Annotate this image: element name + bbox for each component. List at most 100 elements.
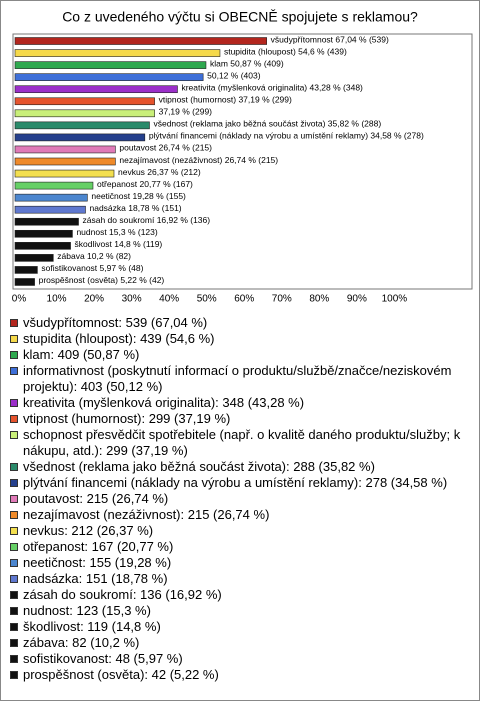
legend-entry: sofistikovanost: 48 (5,97 %) (9, 651, 471, 667)
legend-label: informativnost (poskytnutí informací o p… (23, 363, 452, 394)
data-label: zábava 10,2 % (82) (57, 251, 131, 261)
legend-swatch (10, 463, 18, 471)
legend-label: klam: 409 (50,87 %) (23, 347, 140, 362)
legend-entry: plýtvání financemi (náklady na výrobu a … (9, 475, 471, 491)
bar (14, 97, 155, 106)
data-label: prospěšnost (osvěta) 5,22 % (42) (39, 275, 165, 285)
legend-label: poutavost: 215 (26,74 %) (23, 491, 169, 506)
legend-entry: všudypřítomnost: 539 (67,04 %) (9, 315, 471, 331)
bar (14, 49, 221, 57)
legend-entry: nudnost: 123 (15,3 %) (9, 603, 471, 619)
chart-title: Co z uvedeného výčtu si OBECNĚ spojujete… (62, 9, 418, 25)
bar (14, 85, 178, 94)
data-label: otřepanost 20,77 % (167) (97, 179, 193, 189)
bar (14, 61, 207, 69)
data-label: plýtvání financemi (náklady na výrobu a … (149, 131, 424, 141)
x-tick-label: 40% (159, 294, 179, 305)
legend-label: zásah do soukromí: 136 (16,92 %) (23, 587, 222, 602)
x-tick-label: 0% (12, 294, 27, 305)
legend-label: nudnost: 123 (15,3 %) (23, 603, 151, 618)
data-label: 37,19 % (299) (159, 107, 213, 117)
bar (14, 133, 146, 142)
legend-entry: zásah do soukromí: 136 (16,92 %) (9, 587, 471, 603)
data-label: nevkus 26,37 % (212) (118, 167, 201, 177)
legend-swatch (10, 623, 18, 631)
legend-entry: neetičnost: 155 (19,28 %) (9, 555, 471, 571)
chart: Co z uvedeného výčtu si OBECNĚ spojujete… (12, 9, 473, 305)
bar (14, 157, 116, 166)
legend-entry: vtipnost (humornost): 299 (37,19 %) (9, 411, 471, 427)
legend-entry: nevkus: 212 (26,37 %) (9, 523, 471, 539)
data-label: vtipnost (humornost) 37,19 % (299) (159, 95, 292, 105)
data-label: nezajímavost (nezáživnost) 26,74 % (215) (119, 155, 278, 165)
legend-label: prospěšnost (osvěta): 42 (5,22 %) (23, 667, 219, 682)
x-tick-label: 60% (234, 294, 254, 305)
legend-label: nadsázka: 151 (18,78 %) (23, 571, 168, 586)
legend-swatch (10, 655, 18, 663)
bar (14, 217, 79, 226)
legend-swatch (10, 495, 18, 503)
bar (14, 37, 267, 45)
data-label: všudypřítomnost 67,04 % (539) (271, 34, 389, 44)
legend-label: zábava: 82 (10,2 %) (23, 635, 140, 650)
legend-swatch (10, 319, 18, 327)
data-label: stupidita (hloupost) 54,6 % (439) (224, 46, 347, 56)
legend-swatch (10, 671, 18, 679)
legend-swatch (10, 559, 18, 567)
data-label: škodlivost 14,8 % (119) (75, 239, 163, 249)
bar (14, 73, 204, 81)
legend-entry: nadsázka: 151 (18,78 %) (9, 571, 471, 587)
bar (14, 121, 150, 130)
legend-swatch (10, 367, 18, 375)
data-label: 50,12 % (403) (207, 70, 261, 80)
data-label: zásah do soukromí 16,92 % (136) (83, 215, 211, 225)
legend-entry: poutavost: 215 (26,74 %) (9, 491, 471, 507)
legend-swatch (10, 335, 18, 343)
legend-entry: zábava: 82 (10,2 %) (9, 635, 471, 651)
legend-swatch (10, 591, 18, 599)
legend-swatch (10, 511, 18, 519)
data-label: nudnost 15,3 % (123) (76, 227, 157, 237)
legend-swatch (10, 575, 18, 583)
legend-entry: informativnost (poskytnutí informací o p… (9, 363, 471, 395)
bar (14, 145, 116, 154)
legend-swatch (10, 607, 18, 615)
legend-entry: škodlivost: 119 (14,8 %) (9, 619, 471, 635)
data-label: sofistikovanost 5,97 % (48) (41, 263, 143, 273)
legend-swatch (10, 431, 18, 439)
legend-swatch (10, 543, 18, 551)
legend-label: škodlivost: 119 (14,8 %) (23, 619, 161, 634)
bar (14, 254, 54, 262)
x-tick-label: 20% (84, 294, 104, 305)
data-label: klam 50,87 % (409) (210, 58, 284, 68)
bar (14, 205, 86, 214)
bar (14, 109, 155, 118)
legend-entry: stupidita (hloupost): 439 (54,6 %) (9, 331, 471, 347)
x-tick-label: 50% (197, 294, 217, 305)
data-label: všednost (reklama jako běžná součást živ… (153, 119, 381, 129)
x-tick-label: 30% (122, 294, 142, 305)
legend-label: všudypřítomnost: 539 (67,04 %) (23, 315, 208, 330)
legend-label: vtipnost (humornost): 299 (37,19 %) (23, 411, 231, 426)
legend-label: všednost (reklama jako běžná součást živ… (23, 459, 375, 474)
legend-swatch (10, 527, 18, 535)
x-tick-label: 70% (272, 294, 292, 305)
legend-label: sofistikovanost: 48 (5,97 %) (23, 651, 183, 666)
legend-label: stupidita (hloupost): 439 (54,6 %) (23, 331, 215, 346)
legend-label: kreativita (myšlenková originalita): 348… (23, 395, 305, 410)
bar (14, 181, 94, 190)
data-label: nadsázka 18,78 % (151) (90, 203, 182, 213)
bar (14, 266, 38, 274)
bar (14, 278, 35, 286)
legend-entry: prospěšnost (osvěta): 42 (5,22 %) (9, 667, 471, 683)
legend-label: neetičnost: 155 (19,28 %) (23, 555, 172, 570)
legend-entry: všednost (reklama jako běžná součást živ… (9, 459, 471, 475)
x-tick-label: 100% (382, 294, 408, 305)
legend-label: nezajímavost (nezáživnost): 215 (26,74 %… (23, 507, 270, 522)
bar (14, 169, 115, 178)
legend-entry: otřepanost: 167 (20,77 %) (9, 539, 471, 555)
x-tick-label: 80% (309, 294, 329, 305)
bar (14, 242, 71, 250)
legend-entry: schopnost přesvědčit spotřebitele (např.… (9, 427, 471, 459)
